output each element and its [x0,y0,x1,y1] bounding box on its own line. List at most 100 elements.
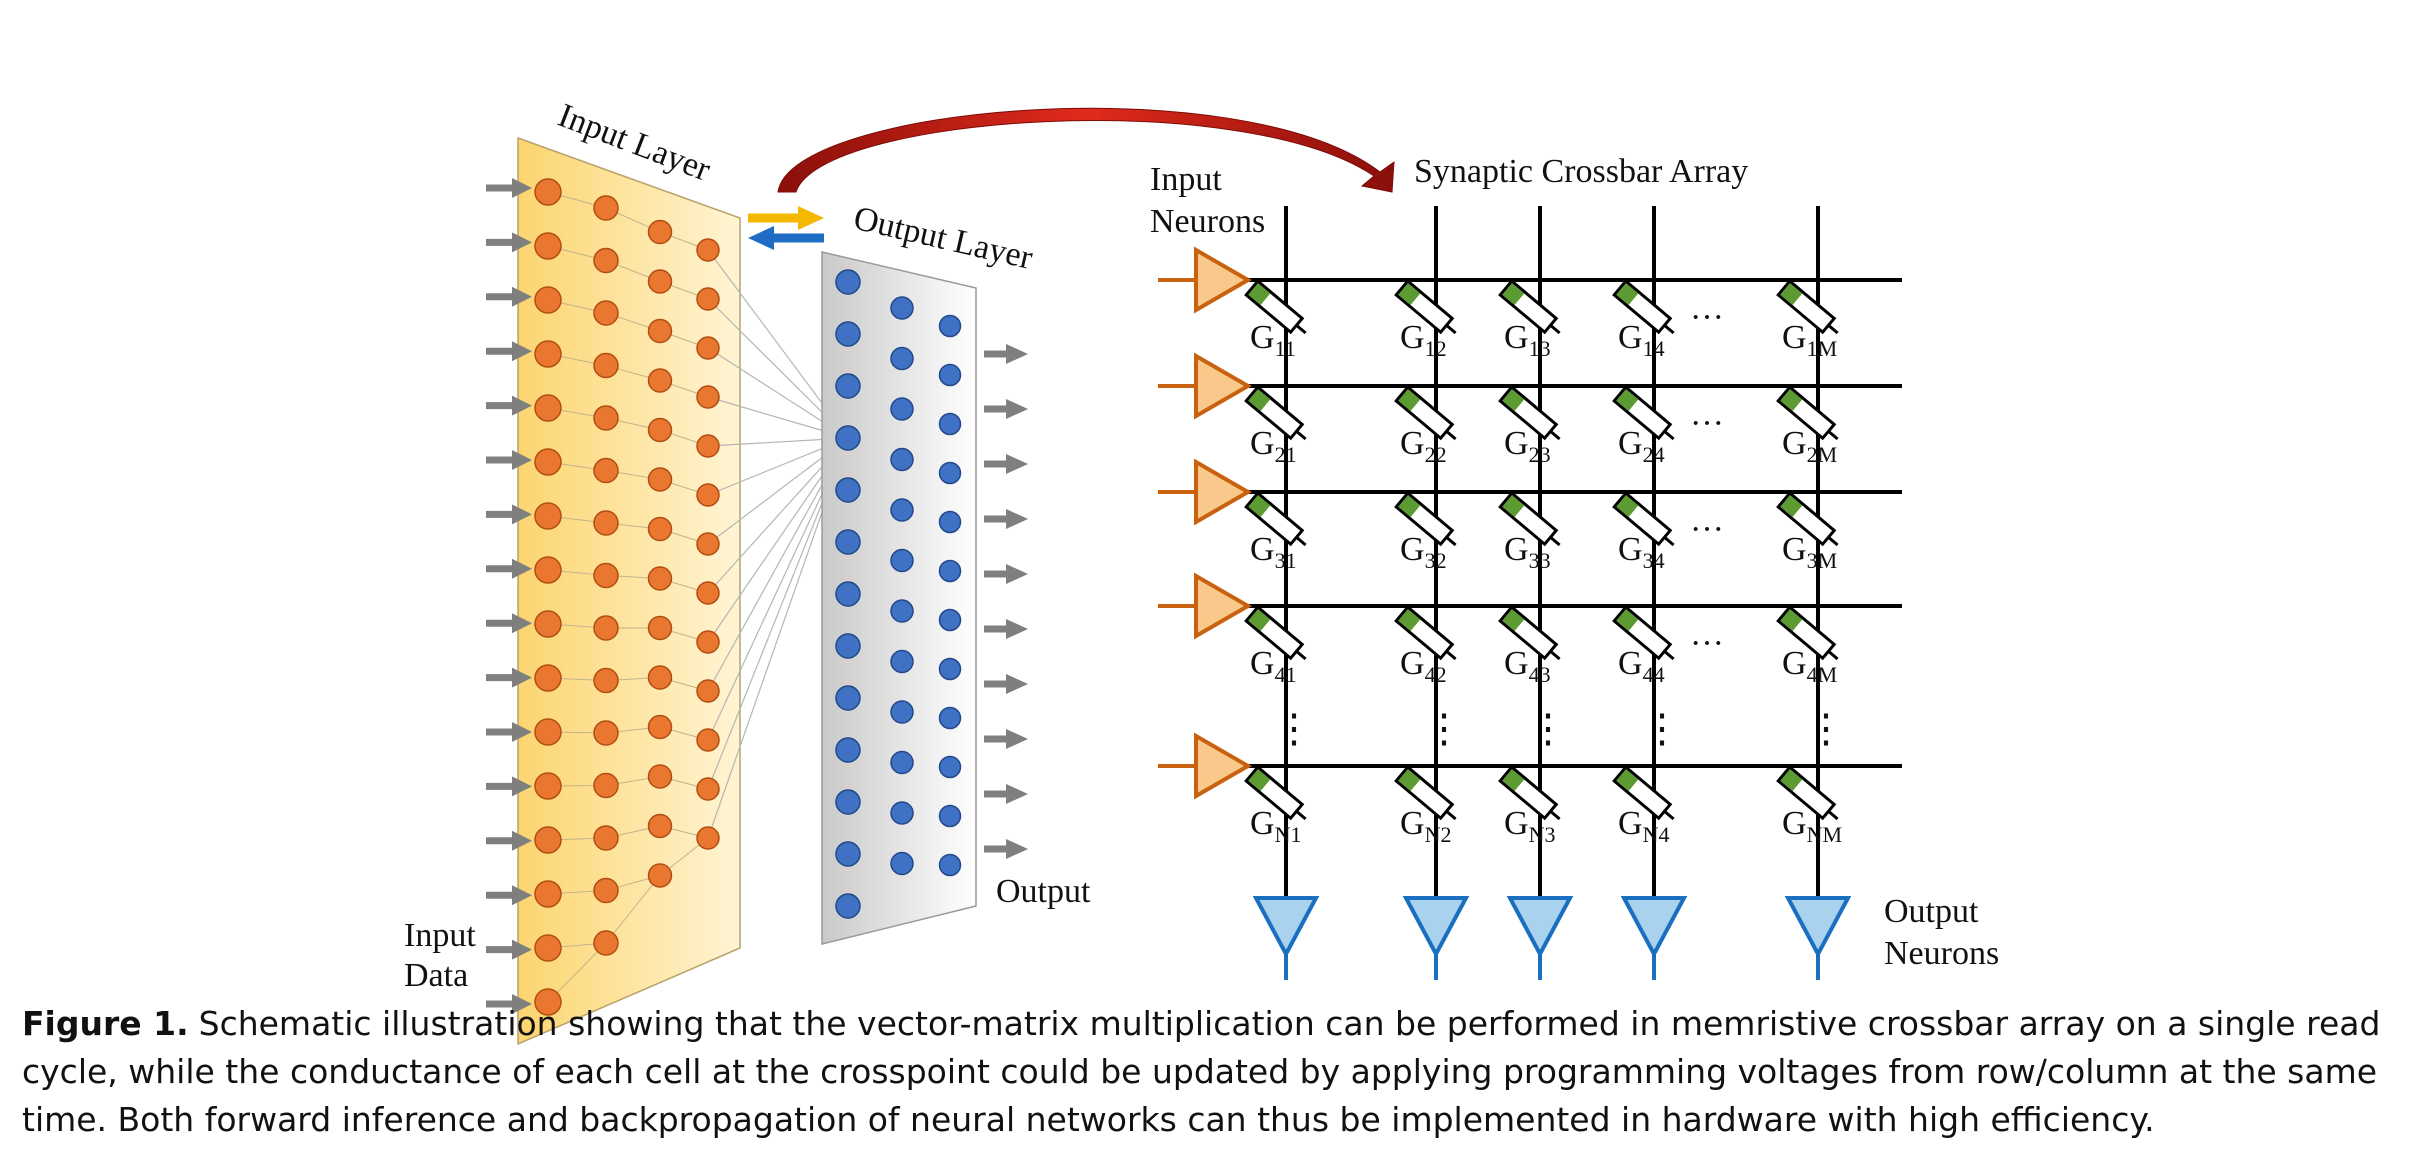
input-neuron [534,394,562,422]
output-neuron [938,657,962,681]
caption-label: Figure 1. [22,1004,189,1043]
conductance-label: G34 [1618,531,1665,573]
input-neuron [534,772,562,800]
output-neuron-amplifier [1402,896,1470,959]
input-neuron [593,247,619,274]
input-neuron [593,615,619,641]
input-neuron [534,934,562,962]
output-neuron [890,599,914,623]
input-neuron-amplifier [1194,458,1253,526]
input-neuron [534,556,562,584]
input-arrow-head [512,286,532,307]
input-data-arrows [486,178,532,1014]
output-arrow-head [1006,729,1028,749]
output-arrow-head [1006,509,1028,529]
conductance-label: G22 [1400,425,1447,467]
memristor-icon [1244,278,1307,335]
input-neuron [534,232,562,260]
conductance-label: G14 [1618,319,1665,361]
input-neuron [593,825,619,851]
ellipsis-dots: ··· ··· ··· ··· ⋮ ⋮ ⋮ ⋮ ⋮ [1274,299,1846,751]
input-arrow-head [512,613,532,634]
input-neuron [647,714,673,740]
input-neuron [593,877,619,904]
input-neuron-amplifier [1194,246,1253,314]
output-neuron [890,548,914,573]
input-neuron [647,863,673,888]
input-arrow-head [512,504,532,525]
conductance-label: GNM [1782,805,1842,847]
figure-caption: Figure 1. Schematic illustration showing … [22,1000,2392,1144]
forward-arrow-icon [748,206,824,230]
vertical-ellipsis: ⋮ [1806,706,1846,751]
input-arrow-head [512,395,532,416]
output-neuron [938,559,962,583]
input-neuron [647,269,673,294]
memristor-icon [1776,384,1839,441]
output-label: Output [996,873,1091,910]
output-neuron [835,685,861,711]
input-neuron [534,718,562,746]
input-arrow-head [512,178,532,198]
input-neuron-amplifier [1194,352,1253,420]
input-neuron [696,630,720,654]
memristor-icon [1394,604,1457,661]
input-neuron [696,483,720,507]
input-neuron [696,238,720,262]
memristor-icon [1776,604,1839,661]
input-neuron [647,615,673,641]
input-arrow-head [512,939,532,960]
input-neuron [696,826,720,850]
input-neuron [593,195,619,221]
output-neuron [835,841,861,867]
conductance-label: G42 [1400,645,1447,687]
input-neuron [593,667,619,694]
output-neuron [938,363,962,387]
output-arrow-head [1006,564,1028,584]
horizontal-ellipsis: ··· [1690,511,1724,548]
vertical-ellipsis: ⋮ [1642,706,1682,751]
input-neuron [534,610,562,638]
input-neuron [534,880,562,908]
memristor-icon [1394,278,1457,335]
memristor-icon [1612,384,1675,441]
input-neuron [534,826,562,854]
horizontal-ellipsis: ··· [1690,299,1724,336]
output-arrow-head [1006,839,1028,859]
input-arrow-head [512,667,532,688]
input-neuron [696,287,720,311]
input-neuron [647,764,673,789]
input-neuron [696,777,720,801]
output-arrows [984,344,1028,859]
input-neuron [696,581,720,605]
input-neuron [647,566,673,591]
output-neuron [938,755,962,779]
vertical-ellipsis: ⋮ [1424,706,1464,751]
output-neuron [835,373,861,399]
input-neuron [593,510,619,536]
input-neuron [647,318,673,344]
caption-text: Schematic illustration showing that the … [22,1004,2381,1139]
output-neuron [938,608,962,632]
output-neuron [835,737,861,763]
input-neuron [647,219,673,245]
output-neuron [835,633,861,659]
output-neuron [938,853,962,877]
output-neuron [938,314,962,338]
input-neuron [593,772,619,799]
memristor-icon [1498,604,1561,661]
output-neuron-amplifier [1620,896,1688,959]
memristor-icon [1776,490,1839,547]
conductance-label: G13 [1504,319,1551,361]
output-arrow-head [1006,344,1028,364]
input-neuron [696,336,720,360]
memristor-icon [1244,764,1307,821]
memristor-icon [1776,764,1839,821]
input-arrow-head [512,722,532,742]
crossbar-title: Synaptic Crossbar Array [1414,153,1748,190]
memristor-icon [1394,764,1457,821]
input-layer-neurons [534,178,720,1016]
memristor-icon [1498,764,1561,821]
